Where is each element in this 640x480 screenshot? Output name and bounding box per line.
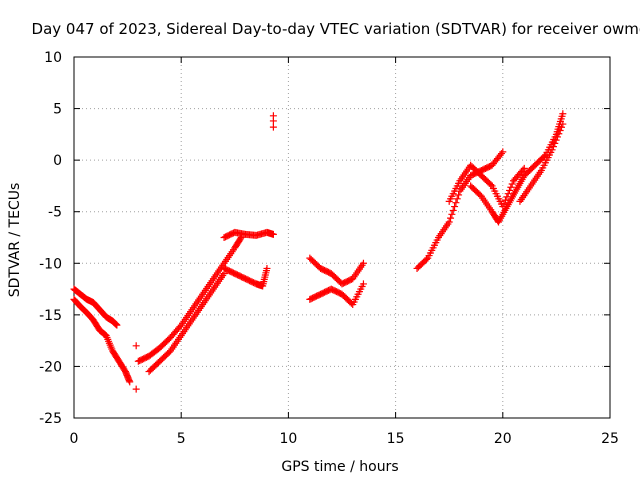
data-point [548,146,556,154]
x-tick-label: 0 [70,431,79,447]
y-tick-label: 0 [53,153,62,169]
data-point [501,196,509,204]
data-point [499,148,507,156]
x-axis-label: GPS time / hours [281,459,398,475]
data-point [559,120,567,128]
data-point [452,199,460,207]
data-point [487,181,495,189]
y-tick-label: 10 [44,50,62,66]
data-point [269,123,277,131]
data-point [553,133,561,141]
data-point [113,321,121,329]
data-point [540,152,548,160]
x-tick-label: 20 [494,431,512,447]
data-point [451,203,459,211]
data-point [263,264,271,272]
y-tick-label: 5 [53,102,62,118]
data-point [359,259,367,267]
plot-frame [73,56,611,419]
data-points [70,110,567,393]
x-tick-label: 10 [279,431,297,447]
data-point [557,123,565,131]
x-tick-label: 5 [177,431,186,447]
data-point [455,191,463,199]
data-point [552,136,560,144]
data-point [448,210,456,218]
data-point [422,255,430,263]
data-point [500,199,508,207]
y-tick-label: -10 [39,256,62,272]
chart-title: Day 047 of 2023, Sidereal Day-to-day VTE… [32,20,640,38]
y-tick-label: -15 [39,308,62,324]
data-point [555,130,563,138]
data-point [497,150,505,158]
data-point [556,126,564,134]
data-point [269,112,277,120]
data-point [447,214,455,222]
data-point [132,342,140,350]
y-axis-label: SDTVAR / TECUs [7,183,23,298]
grid [74,57,610,418]
data-point [559,110,567,118]
x-axis: 0 5 10 15 20 25 [70,57,619,447]
data-point [449,206,457,214]
data-point [126,378,134,386]
data-point [506,186,513,194]
data-point [507,183,515,191]
data-point [551,139,559,147]
data-point [453,195,461,203]
data-point [445,218,453,226]
y-tick-label: -25 [39,411,62,427]
x-tick-label: 25 [601,431,619,447]
y-tick-label: -20 [39,359,62,375]
data-point [520,164,528,172]
data-point [549,143,557,151]
data-point [508,180,516,188]
data-point [269,230,277,238]
y-axis: -25 -20 -15 -10 -5 0 5 10 [39,50,610,427]
data-point [132,385,140,393]
y-tick-label: -5 [48,205,62,221]
data-point [519,166,527,174]
data-point [359,280,367,288]
x-tick-label: 15 [387,431,405,447]
data-point [504,190,512,198]
